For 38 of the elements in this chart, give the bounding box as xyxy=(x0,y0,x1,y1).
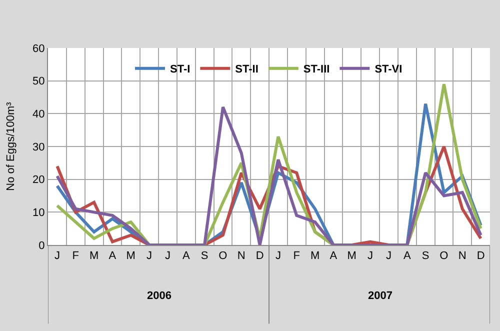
x-tick-label: J xyxy=(368,250,374,262)
x-tick-label: J xyxy=(146,250,152,262)
x-tick-label: M xyxy=(89,250,99,262)
x-tick-label: D xyxy=(476,250,485,262)
x-tick-label: S xyxy=(422,250,430,262)
text: 2006 xyxy=(147,290,172,302)
y-tick-label: 50 xyxy=(32,76,45,88)
legend-label: ST-VI xyxy=(374,64,402,76)
x-tick-label: J xyxy=(164,250,170,262)
y-tick-label: 60 xyxy=(32,42,45,55)
x-tick-label: J xyxy=(54,250,60,262)
x-tick-label: M xyxy=(310,250,320,262)
y-tick-label: 10 xyxy=(32,207,45,220)
y-tick-label: 0 xyxy=(38,240,45,252)
text: 2007 xyxy=(368,290,392,302)
x-tick-label: J xyxy=(386,250,392,262)
y-axis-title: No of Eggs/100m³ xyxy=(5,102,18,191)
x-tick-label: O xyxy=(440,250,449,262)
x-tick-label: F xyxy=(293,250,300,262)
y-tick-label: 30 xyxy=(32,141,45,154)
y-tick-label: 40 xyxy=(32,108,45,121)
x-tick-label: F xyxy=(72,250,80,262)
x-tick-label: N xyxy=(458,250,466,262)
x-tick-label: A xyxy=(330,250,338,262)
x-tick-label: D xyxy=(256,250,264,262)
x-tick-label: A xyxy=(182,250,190,262)
x-tick-label: N xyxy=(237,250,246,262)
x-tick-label: M xyxy=(126,250,136,262)
legend-label: ST-I xyxy=(170,64,190,76)
y-tick-label: 20 xyxy=(32,174,45,186)
x-tick-label: M xyxy=(347,250,356,262)
x-tick-label: S xyxy=(200,250,208,262)
x-tick-label: O xyxy=(218,250,228,262)
x-tick-label: A xyxy=(403,250,412,262)
x-tick-label: J xyxy=(275,250,281,262)
x-tick-label: A xyxy=(108,250,117,262)
legend-label: ST-II xyxy=(235,64,258,76)
legend-label: ST-III xyxy=(303,64,330,76)
